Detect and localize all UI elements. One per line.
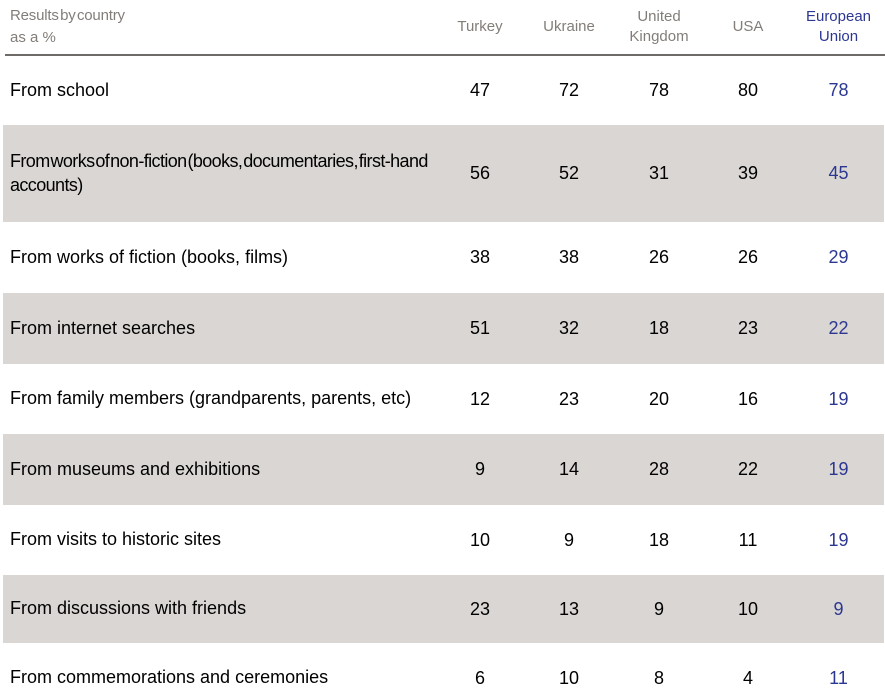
value-cell-eu: 22 [828,318,849,338]
value-cell: 38 [469,247,491,267]
value-cell: 9 [653,598,664,619]
value-cell: 31 [648,163,670,183]
value-cell: 18 [648,318,670,338]
table-row: From museums and exhibitions 9 14 28 22 … [0,434,885,505]
row-label: From visits to historic sites [10,529,222,550]
value-cell-eu: 9 [833,598,844,619]
value-cell-eu: 78 [828,80,849,100]
value-cell: 23 [737,318,759,338]
header-divider [5,54,885,56]
value-cell: 26 [648,247,670,267]
value-cell: 28 [648,459,670,479]
value-cell: 22 [737,459,759,479]
value-cell: 4 [742,667,753,688]
row-label: From works of fiction (books, films) [10,246,289,267]
row-label: From internet searches [10,317,196,338]
table-header-row: Results by country as a % Turkey Ukraine… [0,0,885,54]
value-cell: 13 [558,598,580,619]
value-cell: 11 [738,529,758,550]
column-header-usa: USA [732,17,764,35]
value-cell: 9 [474,459,485,479]
value-cell: 26 [737,247,759,267]
table-row: From family members (grandparents, paren… [0,364,885,434]
table-row: From school 47 72 78 80 78 [0,56,885,125]
column-header-european-union: European Union [805,7,872,45]
value-cell: 9 [563,529,574,550]
row-label: From family members (grandparents, paren… [10,388,412,409]
column-header-united-kingdom: United Kingdom [629,7,689,45]
table-row: From works of non-fiction (books, docume… [0,125,885,222]
value-cell: 18 [648,529,670,550]
value-cell-eu: 11 [829,667,848,688]
value-cell: 80 [737,80,759,100]
value-cell: 12 [469,388,491,409]
row-label: From museums and exhibitions [10,458,261,479]
value-cell: 47 [469,80,491,100]
value-cell: 16 [737,388,759,409]
value-cell: 38 [558,247,580,267]
value-cell: 20 [648,388,670,409]
value-cell: 23 [558,388,580,409]
value-cell: 6 [474,667,485,688]
value-cell-eu: 19 [828,388,849,409]
value-cell-eu: 19 [828,459,849,479]
value-cell: 52 [558,163,580,183]
value-cell: 10 [737,598,759,619]
column-header-ukraine: Ukraine [543,17,595,35]
value-cell: 8 [653,667,664,688]
table-row: From works of fiction (books, films) 38 … [0,222,885,293]
value-cell: 32 [558,318,580,338]
row-label: From works of non-fiction (books, docume… [10,151,428,195]
value-cell-eu: 29 [828,247,849,267]
table-row: From commemorations and ceremonies 6 10 … [0,643,885,695]
value-cell: 78 [648,80,670,100]
value-cell-eu: 19 [828,529,849,550]
table-row: From visits to historic sites 10 9 18 11… [0,505,885,575]
value-cell: 56 [469,163,491,183]
table-title-line1: Results by country [10,7,125,25]
value-cell: 10 [469,529,491,550]
column-header-turkey: Turkey [457,17,503,35]
row-label: From school [10,79,110,100]
value-cell: 14 [558,459,580,479]
table-title-line2: as a % [10,29,56,46]
value-cell: 23 [469,598,491,619]
value-cell-eu: 45 [828,163,849,183]
row-label: From commemorations and ceremonies [10,667,329,688]
table-title: Results by country as a % [0,5,436,49]
row-label: From discussions with friends [10,598,247,619]
table-row: From internet searches 51 32 18 23 22 [0,293,885,364]
value-cell: 10 [558,667,580,688]
value-cell: 72 [558,80,580,100]
value-cell: 51 [469,318,491,338]
table-row: From discussions with friends 23 13 9 10… [0,575,885,643]
value-cell: 39 [737,163,759,183]
